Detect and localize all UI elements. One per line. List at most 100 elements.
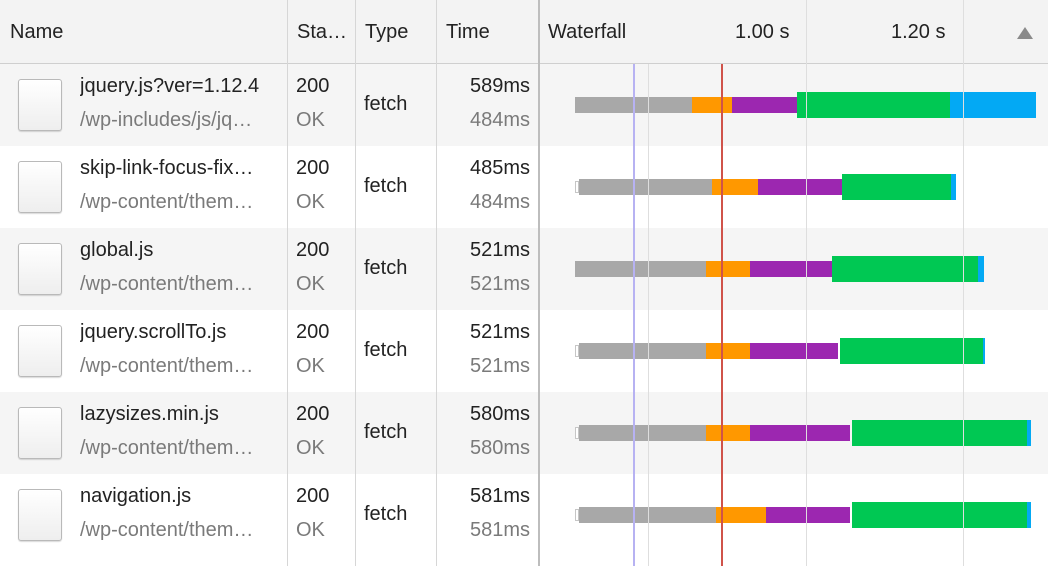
file-icon <box>18 243 62 295</box>
waterfall-waiting-bar <box>797 92 950 118</box>
request-type: fetch <box>364 257 408 279</box>
request-name: skip-link-focus-fix… <box>80 157 254 179</box>
request-name: navigation.js <box>80 485 192 507</box>
waterfall-download-bar <box>1027 420 1031 446</box>
status-code: 200 <box>296 321 330 343</box>
column-header-status[interactable]: Sta… <box>297 21 348 43</box>
waterfall-connect-bar <box>692 97 732 113</box>
waterfall-download-bar <box>978 256 984 282</box>
column-divider[interactable] <box>538 0 540 566</box>
table-row[interactable]: jquery.js?ver=1.12.4 /wp-includes/js/jq…… <box>0 64 1048 146</box>
file-icon <box>18 161 62 213</box>
waterfall-start-marker <box>575 509 579 521</box>
column-header-waterfall[interactable]: Waterfall <box>548 21 627 43</box>
table-row[interactable]: jquery.scrollTo.js /wp-content/them… 200… <box>0 310 1048 392</box>
waterfall-tick-label-1: 1.00 s <box>735 21 790 43</box>
request-name: jquery.js?ver=1.12.4 <box>80 75 260 97</box>
request-latency: 581ms <box>469 519 530 541</box>
waterfall-ssl-bar <box>750 343 838 359</box>
waterfall-download-bar <box>1027 502 1031 528</box>
request-path: /wp-includes/js/jq… <box>80 109 253 131</box>
column-divider[interactable] <box>287 0 288 566</box>
load-event-line <box>721 64 723 566</box>
request-name: global.js <box>80 239 154 261</box>
status-code: 200 <box>296 239 330 261</box>
waterfall-start-marker <box>575 345 579 357</box>
waterfall-queueing-bar <box>575 261 706 277</box>
waterfall-waiting-bar <box>852 502 1027 528</box>
status-text: OK <box>296 355 325 377</box>
waterfall-waiting-bar <box>840 338 983 364</box>
file-icon <box>18 407 62 459</box>
sort-ascending-icon[interactable] <box>1017 27 1033 39</box>
status-text: OK <box>296 191 325 213</box>
waterfall-waiting-bar <box>842 174 951 200</box>
waterfall-tick-label-2: 1.20 s <box>891 21 946 43</box>
column-divider[interactable] <box>355 0 356 566</box>
request-latency: 484ms <box>469 109 530 131</box>
table-row[interactable]: lazysizes.min.js /wp-content/them… 200 O… <box>0 392 1048 474</box>
request-name: lazysizes.min.js <box>80 403 219 425</box>
waterfall-queueing-bar <box>579 425 706 441</box>
request-type: fetch <box>364 503 408 525</box>
request-time: 485ms <box>469 157 530 179</box>
waterfall-download-bar <box>950 92 1036 118</box>
status-code: 200 <box>296 403 330 425</box>
request-path: /wp-content/them… <box>80 519 254 541</box>
request-path: /wp-content/them… <box>80 191 254 213</box>
column-header-time[interactable]: Time <box>446 21 490 43</box>
column-header-name[interactable]: Name <box>10 21 64 43</box>
status-text: OK <box>296 273 325 295</box>
request-path: /wp-content/them… <box>80 355 254 377</box>
request-time: 521ms <box>469 239 530 261</box>
waterfall-queueing-bar <box>579 179 712 195</box>
waterfall-waiting-bar <box>852 420 1027 446</box>
table-row[interactable]: global.js /wp-content/them… 200 OK fetch… <box>0 228 1048 310</box>
file-icon <box>18 79 62 131</box>
waterfall-gridline <box>963 0 964 566</box>
file-icon <box>18 489 62 541</box>
request-latency: 521ms <box>469 355 530 377</box>
waterfall-ssl-bar <box>750 425 850 441</box>
waterfall-queueing-bar <box>579 507 716 523</box>
waterfall-start-marker <box>575 181 579 193</box>
request-type: fetch <box>364 93 408 115</box>
status-code: 200 <box>296 485 330 507</box>
status-code: 200 <box>296 157 330 179</box>
waterfall-connect-bar <box>706 261 750 277</box>
status-code: 200 <box>296 75 330 97</box>
status-text: OK <box>296 109 325 131</box>
waterfall-connect-bar <box>706 425 750 441</box>
status-text: OK <box>296 437 325 459</box>
request-time: 589ms <box>469 75 530 97</box>
column-header-type[interactable]: Type <box>365 21 409 43</box>
request-latency: 484ms <box>469 191 530 213</box>
request-path: /wp-content/them… <box>80 273 254 295</box>
waterfall-download-bar <box>951 174 956 200</box>
column-divider[interactable] <box>436 0 437 566</box>
status-text: OK <box>296 519 325 541</box>
waterfall-connect-bar <box>716 507 766 523</box>
request-time: 580ms <box>469 403 530 425</box>
request-time: 521ms <box>469 321 530 343</box>
waterfall-ssl-bar <box>766 507 850 523</box>
request-type: fetch <box>364 421 408 443</box>
waterfall-start-marker <box>575 427 579 439</box>
table-row[interactable]: skip-link-focus-fix… /wp-content/them… 2… <box>0 146 1048 228</box>
waterfall-ssl-bar <box>750 261 832 277</box>
waterfall-download-bar <box>983 338 985 364</box>
request-time: 581ms <box>469 485 530 507</box>
waterfall-waiting-bar <box>832 256 978 282</box>
request-name: jquery.scrollTo.js <box>80 321 227 343</box>
table-row[interactable]: navigation.js /wp-content/them… 200 OK f… <box>0 474 1048 566</box>
dom-content-loaded-line <box>633 64 635 566</box>
waterfall-gridline <box>806 0 807 566</box>
request-latency: 521ms <box>469 273 530 295</box>
waterfall-queueing-bar <box>579 343 706 359</box>
request-type: fetch <box>364 339 408 361</box>
request-path: /wp-content/them… <box>80 437 254 459</box>
request-type: fetch <box>364 175 408 197</box>
request-latency: 580ms <box>469 437 530 459</box>
waterfall-ssl-bar <box>758 179 842 195</box>
